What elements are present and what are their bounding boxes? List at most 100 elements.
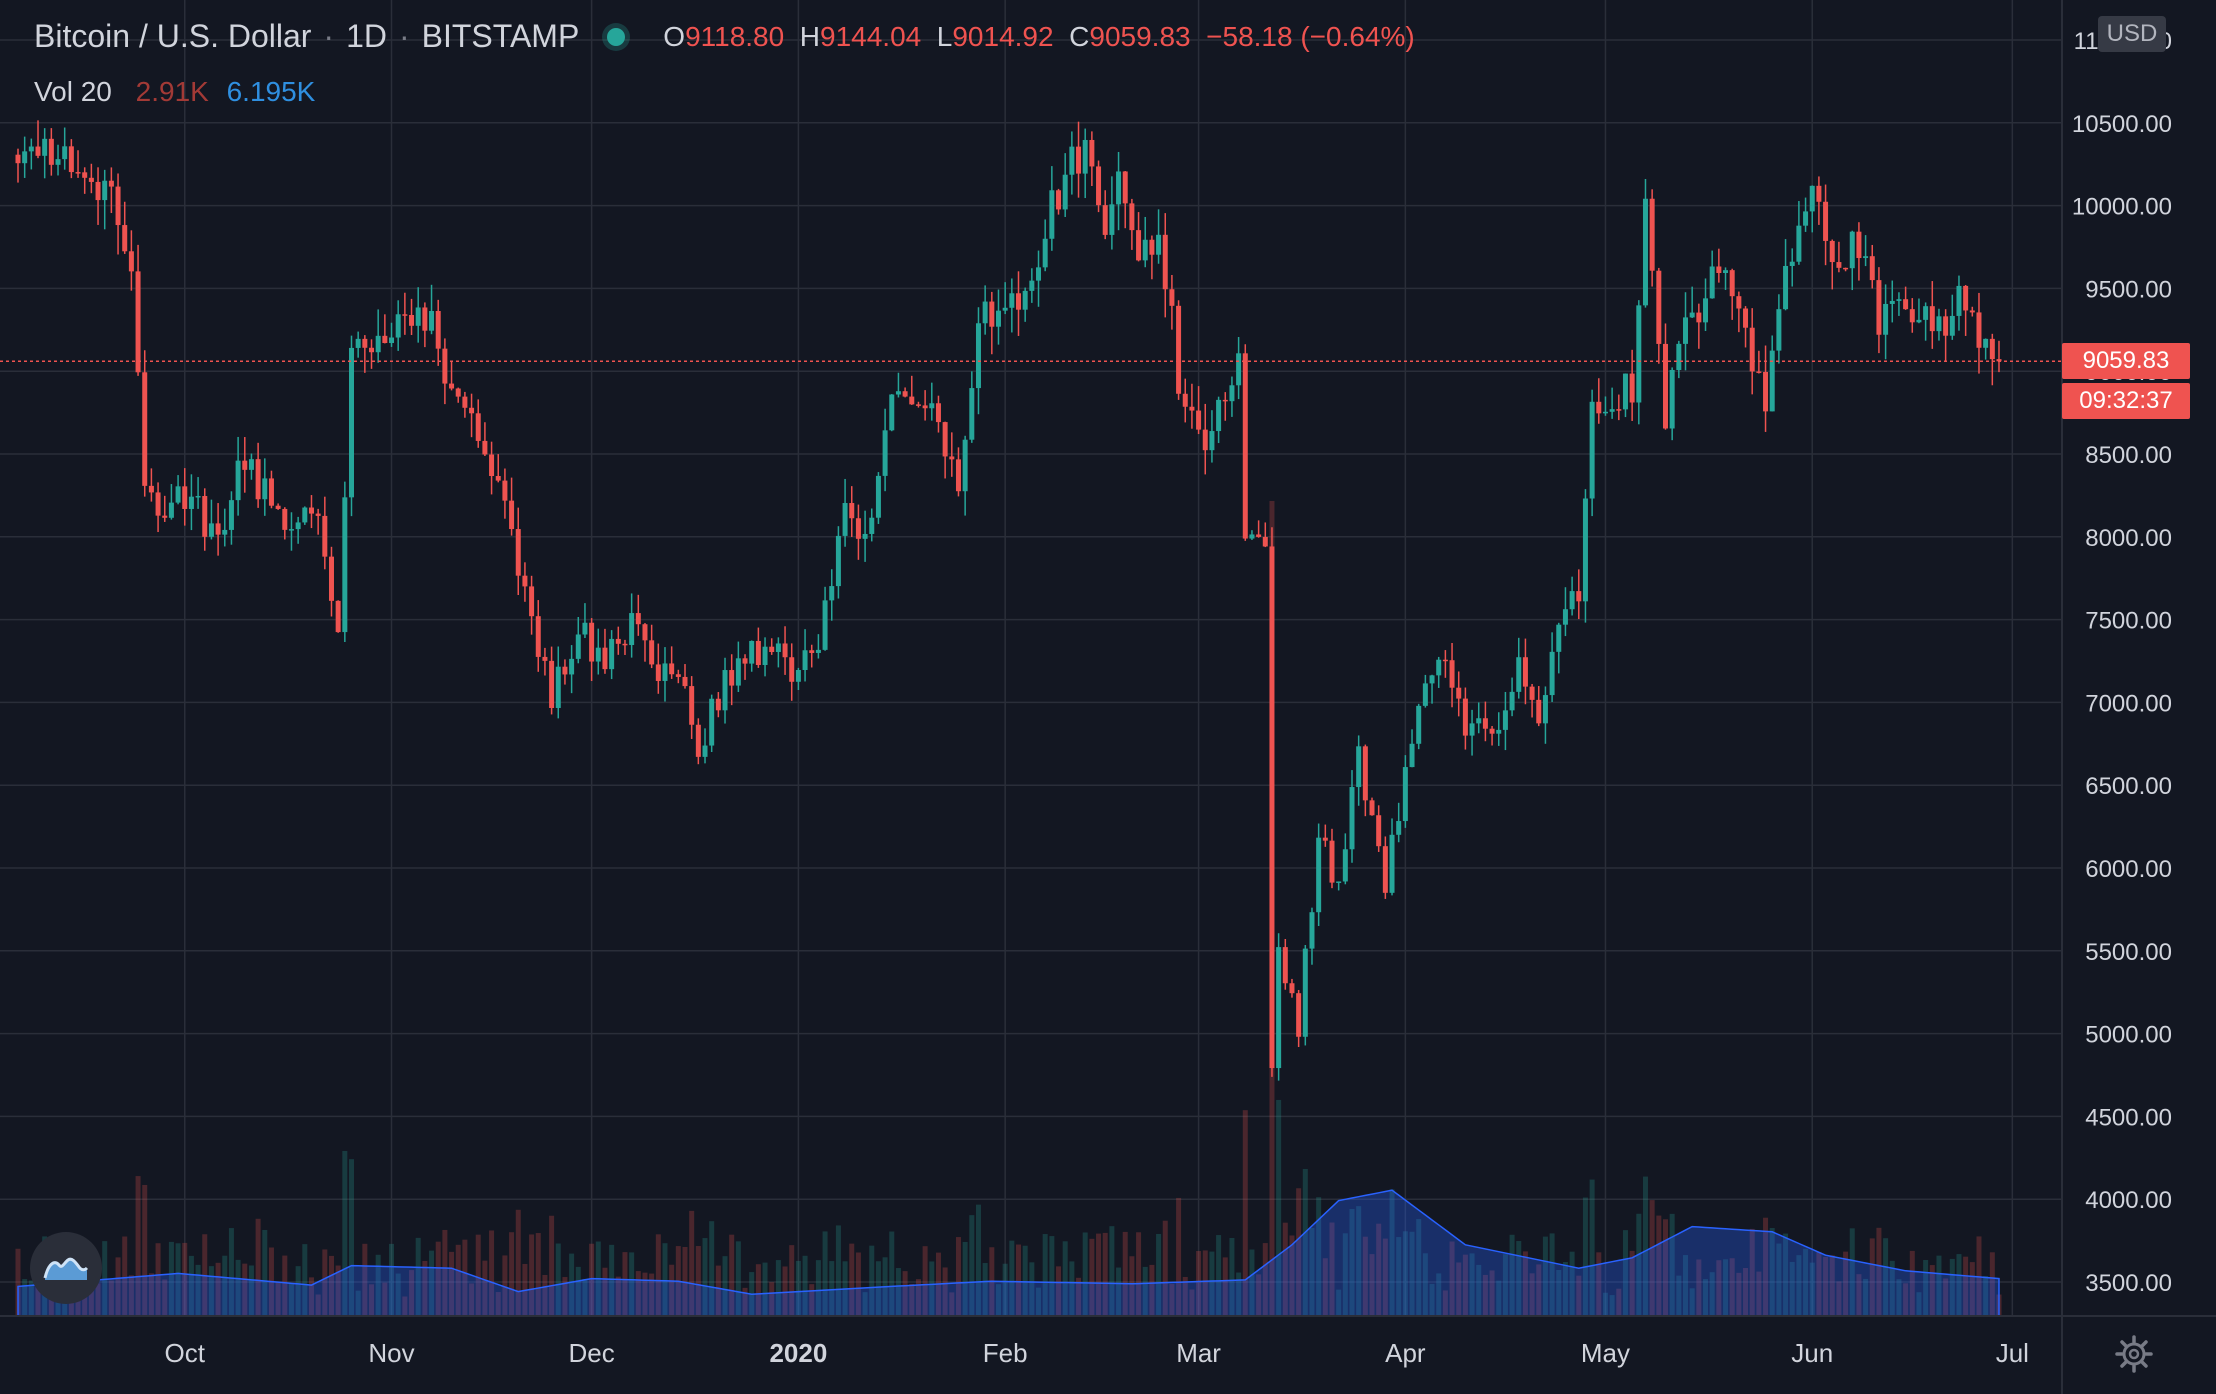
candle-body — [1836, 262, 1842, 268]
volume-bar — [1629, 1250, 1635, 1316]
candle-body — [295, 522, 301, 530]
time-tick-label: 2020 — [769, 1338, 827, 1368]
candle-body — [275, 505, 281, 509]
candle-body — [1402, 767, 1408, 822]
symbol-legend[interactable]: Bitcoin / U.S. Dollar · 1D · BITSTAMP O9… — [34, 18, 1415, 55]
candle-body — [102, 180, 108, 201]
volume-bar — [355, 1290, 361, 1316]
candle-body — [829, 586, 835, 601]
candle-body — [729, 670, 735, 686]
volume-bar — [555, 1243, 561, 1316]
candle-body — [1062, 174, 1068, 210]
candle-body — [1522, 657, 1528, 687]
volume-bar — [175, 1243, 181, 1316]
candle-body — [1122, 171, 1128, 204]
candle-body — [409, 315, 415, 326]
candle-body — [162, 515, 168, 518]
candle-body — [1182, 393, 1188, 407]
volume-bar — [1649, 1200, 1655, 1316]
volume-bar — [502, 1255, 508, 1316]
volume-bar — [542, 1274, 548, 1316]
volume-bar — [228, 1228, 234, 1316]
candle-body — [302, 507, 308, 523]
candle-body — [922, 405, 928, 409]
candle-series — [15, 120, 2002, 1081]
candle-body — [962, 439, 968, 492]
candle-body — [635, 613, 641, 625]
volume-legend[interactable]: Vol 20 2.91K 6.195K — [34, 76, 315, 108]
candle-body — [235, 460, 241, 501]
open-value: 9118.80 — [685, 20, 785, 52]
volume-bar — [1316, 1197, 1322, 1316]
candle-body — [1709, 266, 1715, 299]
candle-body — [842, 503, 848, 536]
volume-bar — [1449, 1241, 1455, 1316]
candle-body — [282, 508, 288, 530]
change-value: −58.18 (−0.64%) — [1206, 20, 1415, 52]
candle-body — [1489, 728, 1495, 734]
candle-body — [415, 307, 421, 326]
candle-body — [1829, 240, 1835, 263]
price-tick-label: 10500.00 — [2072, 111, 2172, 138]
candle-body — [1789, 261, 1795, 266]
volume-bar — [1769, 1228, 1775, 1316]
volume-bar — [1322, 1258, 1328, 1316]
candle-body — [1796, 225, 1802, 262]
volume-bar — [869, 1245, 875, 1316]
volume-pane — [15, 500, 2002, 1317]
candle-body — [208, 523, 214, 537]
candle-body — [1529, 686, 1535, 700]
high-value: 9144.04 — [820, 20, 922, 52]
candle-body — [1476, 718, 1482, 724]
volume-bar — [382, 1282, 388, 1316]
volume-bar — [1963, 1256, 1969, 1316]
candle-body — [1109, 204, 1115, 235]
volume-bar — [1589, 1179, 1595, 1316]
tradingview-logo-icon[interactable] — [30, 1232, 102, 1304]
volume-bar — [1262, 1243, 1268, 1316]
candle-body — [1262, 536, 1268, 547]
volume-bar — [102, 1241, 108, 1316]
candle-body — [255, 459, 261, 500]
candle-body — [1983, 338, 1989, 348]
candle-body — [1382, 846, 1388, 893]
volume-bar — [895, 1268, 901, 1316]
volume-bar — [875, 1261, 881, 1316]
volume-bar — [1849, 1228, 1855, 1316]
candle-body — [1943, 316, 1949, 336]
low-value: 9014.92 — [952, 20, 1054, 52]
candle-body — [722, 670, 728, 711]
time-axis[interactable]: Oct Nov Dec 2020 Feb Mar Apr May Jun Jul — [165, 1338, 2029, 1368]
candle-body — [1216, 399, 1222, 432]
candle-body — [35, 146, 41, 156]
candle-body — [1442, 659, 1448, 662]
volume-bar — [962, 1241, 968, 1316]
price-axis[interactable]: 11000.0010500.0010000.009500.009000.0085… — [2072, 28, 2172, 1297]
price-tick-label: 10000.00 — [2072, 194, 2172, 221]
candle-body — [82, 172, 88, 178]
volume-bar — [615, 1276, 621, 1316]
volume-bar — [1402, 1231, 1408, 1316]
candle-body — [895, 391, 901, 395]
time-tick-label: Oct — [165, 1338, 206, 1368]
volume-bar — [709, 1221, 715, 1316]
candle-body — [1169, 289, 1175, 306]
volume-bar — [1222, 1257, 1228, 1316]
candle-body — [242, 460, 248, 470]
gear-icon[interactable] — [2114, 1334, 2154, 1374]
currency-badge[interactable]: USD — [2098, 16, 2166, 52]
volume-bar — [775, 1260, 781, 1316]
candle-body — [262, 478, 268, 500]
candle-body — [1149, 239, 1155, 255]
volume-bar — [995, 1284, 1001, 1316]
volume-bar — [922, 1246, 928, 1316]
candle-body — [1809, 185, 1815, 212]
volume-bar — [635, 1271, 641, 1316]
volume-bar — [549, 1215, 555, 1316]
volume-bar — [1642, 1176, 1648, 1316]
candle-body — [755, 640, 761, 666]
volume-bar — [308, 1277, 314, 1316]
volume-bar — [1743, 1267, 1749, 1316]
candle-body — [1076, 146, 1082, 174]
